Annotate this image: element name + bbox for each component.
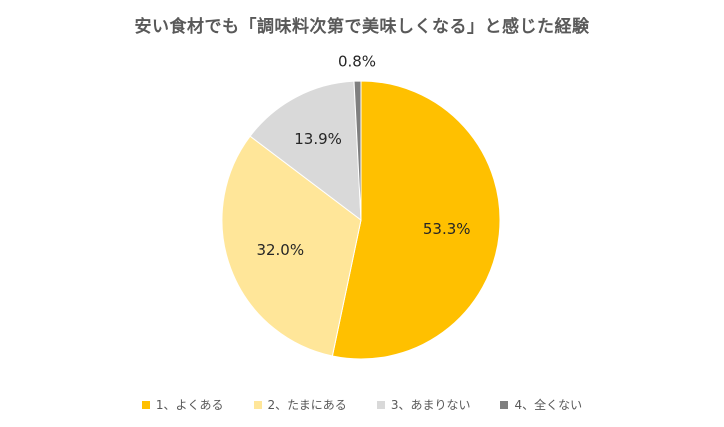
legend-item-3: 3、あまりない [376,396,471,413]
legend-label: 3、あまりない [390,398,471,412]
chart-title: 安い食材でも「調味料次第で美味しくなる」と感じた経験 [134,17,590,37]
pie-slices [221,80,501,360]
slice-label-3: 13.9% [294,130,342,148]
legend-swatch [141,400,150,409]
legend-label: 2、たまにある [267,398,347,412]
slice-label-4: 0.8% [338,53,376,71]
legend-swatch [376,400,385,409]
legend-label: 1、よくある [155,398,224,412]
slice-label-2: 32.0% [256,241,304,259]
pie-slice-4 [353,80,362,221]
legend-label: 4、全くない [514,398,583,412]
pie-labels: 53.3% 32.0% 13.9% 0.8% [256,53,470,260]
legend-item-4: 4、全くない [500,396,582,413]
slice-label-1: 53.3% [423,220,471,238]
legend-swatch [253,400,262,409]
pie-slice-2 [221,135,362,357]
legend-item-2: 2、たまにある [253,396,347,413]
pie-slice-1 [331,80,501,360]
legend: 1、よくある 2、たまにある 3、あまりない 4、全くない [0,396,724,413]
pie-slice-3 [249,80,362,222]
legend-item-1: 1、よくある [141,396,224,413]
legend-swatch [500,400,509,409]
